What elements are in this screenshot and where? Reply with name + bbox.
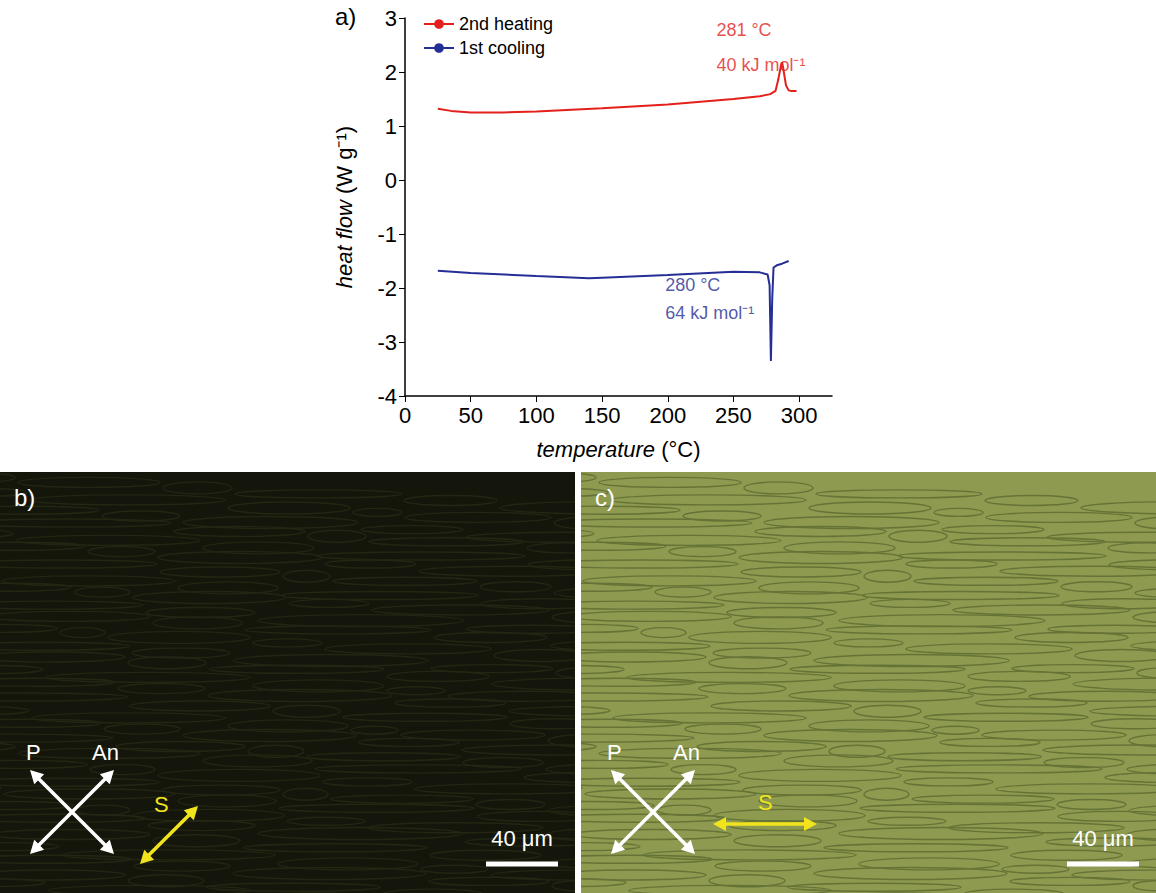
- svg-text:-4: -4: [377, 384, 397, 409]
- svg-text:heat flow: heat flow: [332, 198, 357, 288]
- svg-text:An: An: [92, 740, 119, 765]
- svg-text:281 °C: 281 °C: [716, 20, 771, 40]
- svg-text:250: 250: [715, 403, 752, 428]
- svg-text:S: S: [154, 792, 169, 817]
- svg-text:P: P: [607, 740, 622, 765]
- svg-text:2nd heating: 2nd heating: [459, 14, 553, 34]
- svg-text:temperature: temperature: [536, 437, 655, 462]
- svg-text:0: 0: [399, 403, 411, 428]
- svg-text:40 μm: 40 μm: [491, 826, 553, 851]
- svg-text:S: S: [758, 790, 773, 815]
- svg-text:-3: -3: [377, 330, 397, 355]
- svg-text:2: 2: [385, 60, 397, 85]
- svg-text:280 °C: 280 °C: [665, 275, 720, 295]
- svg-text:100: 100: [518, 403, 555, 428]
- svg-text:a): a): [335, 3, 356, 30]
- svg-text:150: 150: [584, 403, 621, 428]
- svg-text:300: 300: [781, 403, 818, 428]
- svg-text:3: 3: [385, 6, 397, 31]
- svg-text:200: 200: [649, 403, 686, 428]
- svg-text:b): b): [14, 484, 35, 511]
- svg-text:c): c): [595, 484, 615, 511]
- svg-text:-2: -2: [377, 276, 397, 301]
- svg-text:1: 1: [385, 114, 397, 139]
- svg-text:0: 0: [385, 168, 397, 193]
- svg-text:P: P: [26, 740, 41, 765]
- svg-text:(°C): (°C): [655, 437, 700, 462]
- svg-text:1st cooling: 1st cooling: [459, 38, 545, 58]
- svg-text:40 μm: 40 μm: [1072, 826, 1134, 851]
- svg-text:An: An: [673, 740, 700, 765]
- svg-text:50: 50: [458, 403, 482, 428]
- svg-text:40 kJ mol⁻¹: 40 kJ mol⁻¹: [716, 55, 805, 75]
- svg-text:64 kJ mol⁻¹: 64 kJ mol⁻¹: [665, 303, 754, 323]
- svg-text:-1: -1: [377, 222, 397, 247]
- svg-text:(W g⁻¹): (W g⁻¹): [332, 126, 357, 200]
